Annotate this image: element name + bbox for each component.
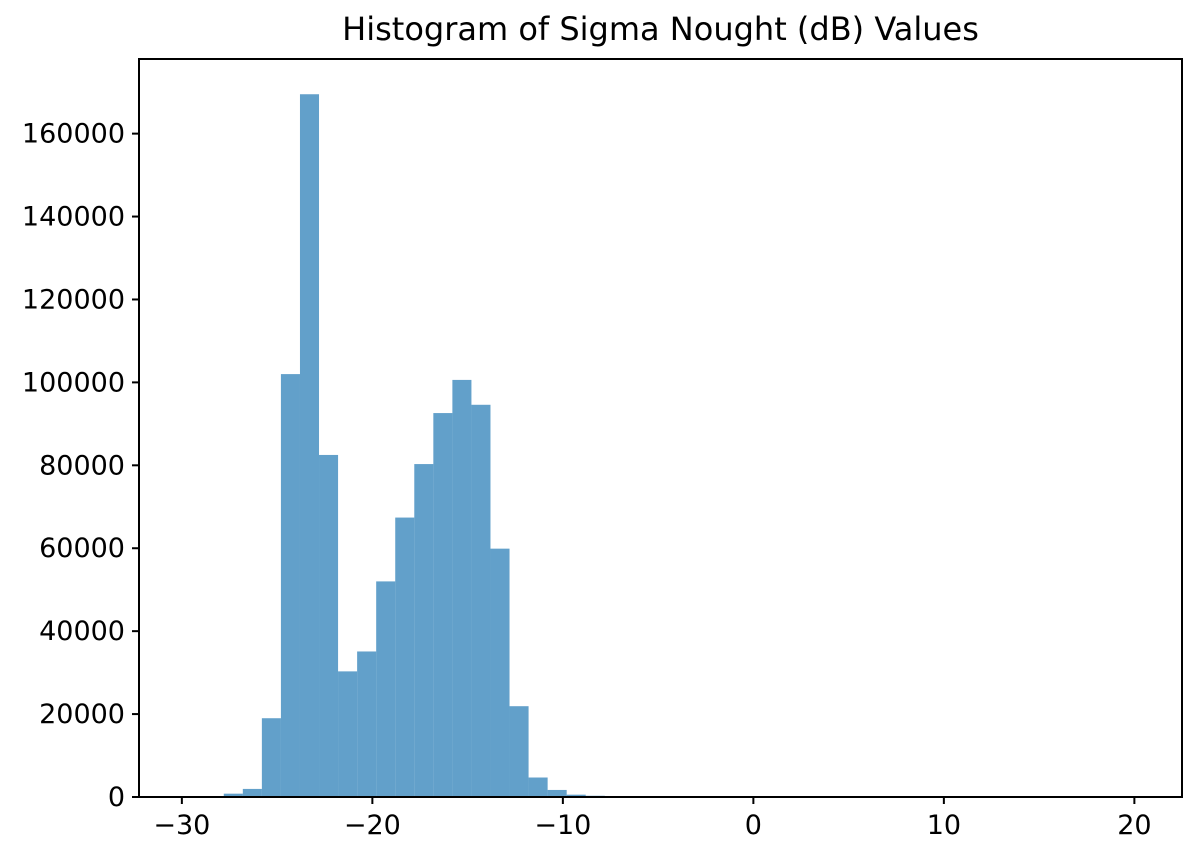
y-tick-label: 120000 xyxy=(22,284,125,315)
y-tick-label: 60000 xyxy=(39,533,125,564)
histogram-bar xyxy=(414,464,434,797)
x-tick-label: −10 xyxy=(534,810,591,841)
y-tick-label: 80000 xyxy=(39,450,125,481)
histogram-bar xyxy=(566,794,586,797)
x-tick-label: 20 xyxy=(1117,810,1151,841)
histogram-bar xyxy=(395,517,415,797)
y-tick-label: 100000 xyxy=(22,367,125,398)
histogram-bar xyxy=(299,94,320,798)
y-tick-label: 0 xyxy=(108,782,125,813)
histogram-bar xyxy=(319,454,339,797)
histogram-bar xyxy=(452,379,472,797)
y-tick-label: 20000 xyxy=(39,699,125,730)
histogram-bar xyxy=(471,404,491,797)
histogram-bar xyxy=(490,548,510,797)
y-tick-label: 160000 xyxy=(22,119,125,150)
histogram-bar xyxy=(509,706,529,797)
histogram-bar xyxy=(280,374,300,797)
plot-frame xyxy=(138,58,1183,798)
histogram-bar xyxy=(528,777,548,797)
chart-title: Histogram of Sigma Nought (dB) Values xyxy=(342,10,979,48)
y-tick-label: 140000 xyxy=(22,202,125,233)
histogram-bar xyxy=(261,718,281,797)
histogram-bar xyxy=(223,793,243,797)
histogram-bar xyxy=(376,581,396,797)
x-tick-label: −20 xyxy=(344,810,401,841)
x-tick-label: −30 xyxy=(153,810,210,841)
y-tick-label: 40000 xyxy=(39,616,125,647)
histogram-bar xyxy=(433,413,453,797)
x-tick-label: 10 xyxy=(927,810,961,841)
histogram-bar xyxy=(242,788,262,797)
histogram-bar xyxy=(547,789,567,797)
x-tick-label: 0 xyxy=(745,810,762,841)
histogram-bar xyxy=(357,651,377,797)
histogram-bar xyxy=(338,671,358,797)
